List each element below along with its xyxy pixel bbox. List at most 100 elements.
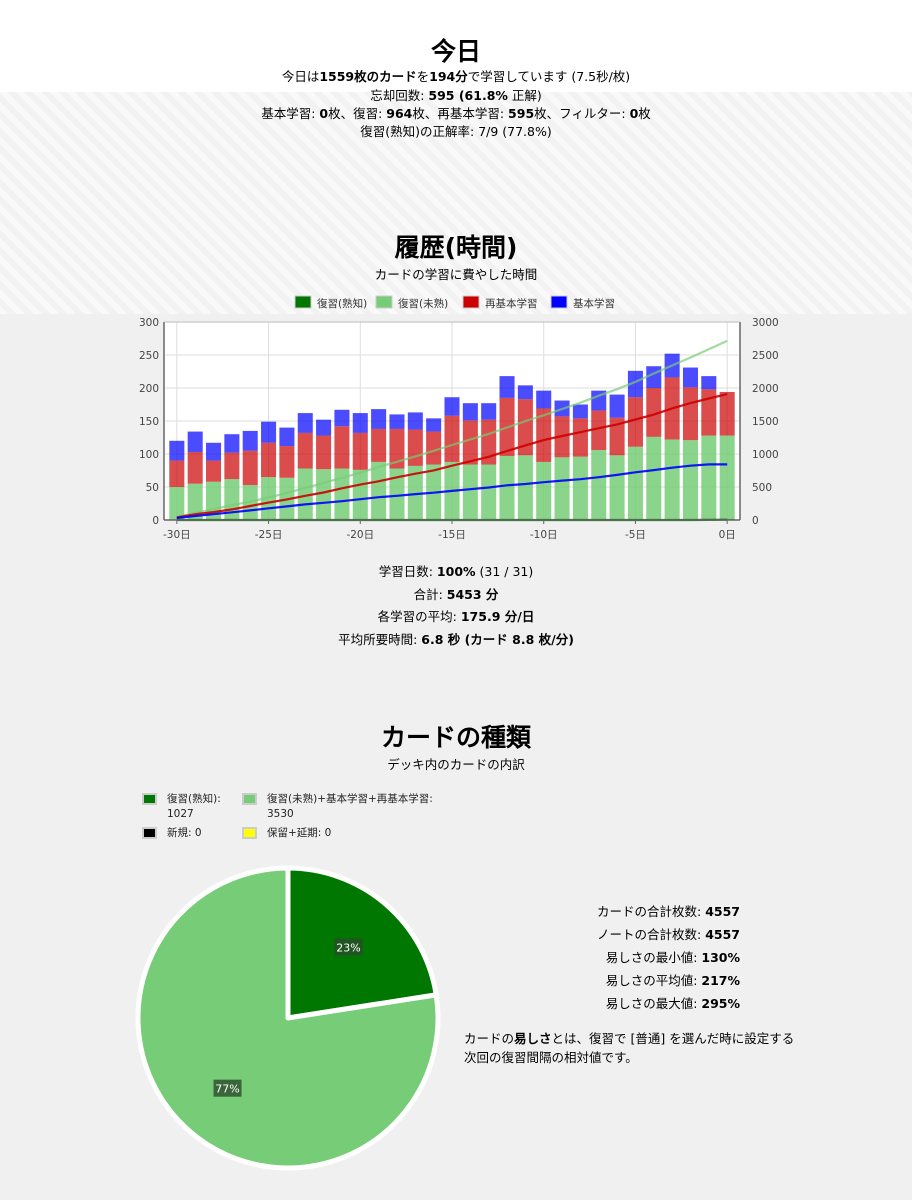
history-bar-3-20 bbox=[536, 390, 552, 409]
history-bar-2-17 bbox=[481, 419, 497, 465]
history-bar-2-0 bbox=[169, 460, 185, 487]
history-bars bbox=[169, 353, 735, 520]
history-bar-2-12 bbox=[389, 428, 405, 469]
history-bar-2-5 bbox=[261, 442, 277, 478]
history-subtitle: カードの学習に費やした時間 bbox=[374, 267, 538, 282]
history-bar-3-15 bbox=[444, 397, 460, 416]
history-bar-1-29 bbox=[701, 435, 717, 519]
history-axes: 0501001502002503000500100015002000250030… bbox=[139, 317, 779, 541]
history-bar-3-4 bbox=[242, 430, 258, 451]
history-legend-swatch-1 bbox=[375, 295, 393, 309]
history-bar-1-25 bbox=[627, 446, 643, 520]
card-stats: カードの合計枚数: 4557 ノートの合計枚数: 4557 易しさの最小値: 1… bbox=[560, 900, 740, 1015]
history-bar-2-22 bbox=[572, 418, 588, 457]
pie-legend-swatch-1 bbox=[242, 793, 257, 805]
history-bar-1-26 bbox=[646, 436, 662, 520]
pie-legend-label-3: 保留+延期: 0 bbox=[267, 827, 332, 839]
history-bar-1-24 bbox=[609, 455, 625, 520]
history-bar-1-16 bbox=[462, 464, 478, 520]
history-y2-tick-6: 3000 bbox=[752, 317, 779, 329]
history-bar-2-9 bbox=[334, 426, 350, 469]
history-y-tick-3: 150 bbox=[139, 416, 159, 428]
history-bar-2-16 bbox=[462, 420, 478, 465]
history-bar-2-23 bbox=[591, 410, 607, 451]
history-bar-1-8 bbox=[316, 469, 332, 520]
history-bar-1-0 bbox=[169, 487, 185, 520]
today-line-3: 基本学習: 0枚、復習: 964枚、再基本学習: 595枚、フィルター: 0枚 bbox=[261, 106, 651, 121]
history-bar-3-17 bbox=[481, 403, 497, 420]
history-stat-avg-time: 平均所要時間: 6.8 秒 (カード 8.8 枚/分) bbox=[338, 631, 574, 647]
history-x-tick-0: -30日 bbox=[163, 529, 191, 541]
history-legend-label-2: 再基本学習 bbox=[485, 297, 538, 310]
history-y2-tick-0: 0 bbox=[752, 515, 759, 527]
pie-legend-swatch-3 bbox=[242, 827, 257, 839]
history-x-tick-1: -25日 bbox=[255, 529, 283, 541]
history-bar-3-3 bbox=[224, 434, 240, 453]
history-bar-2-10 bbox=[352, 432, 368, 470]
history-bar-3-6 bbox=[279, 427, 295, 447]
history-bar-2-13 bbox=[407, 429, 423, 466]
history-bar-2-30 bbox=[719, 391, 735, 436]
history-stat-days: 学習日数: 100% (31 / 31) bbox=[378, 564, 534, 579]
history-bar-2-6 bbox=[279, 446, 295, 478]
history-bar-2-14 bbox=[426, 431, 442, 465]
history-bar-3-19 bbox=[517, 385, 533, 400]
history-bar-1-18 bbox=[499, 455, 515, 520]
history-x-tick-6: 0日 bbox=[719, 529, 736, 541]
history-bar-2-26 bbox=[646, 388, 662, 437]
history-x-tick-3: -15日 bbox=[438, 529, 466, 541]
today-line-2: 忘却回数: 595 (61.8% 正解) bbox=[370, 88, 542, 103]
history-bar-2-1 bbox=[187, 452, 203, 484]
history-title: 履歴(時間) bbox=[394, 233, 518, 262]
history-bar-3-28 bbox=[682, 367, 698, 388]
history-bar-3-5 bbox=[261, 421, 277, 443]
pie-legend-label-2: 新規: 0 bbox=[167, 827, 202, 839]
pie-legend-swatch-0 bbox=[142, 793, 157, 805]
history-bar-3-13 bbox=[407, 412, 423, 430]
history-bar-1-19 bbox=[517, 455, 533, 520]
pie-legend-swatch-2 bbox=[142, 827, 157, 839]
history-bar-1-30 bbox=[719, 435, 735, 519]
history-y-tick-4: 200 bbox=[139, 383, 159, 395]
history-stat-total: 合計: 5453 分 bbox=[413, 586, 499, 602]
history-y2-tick-1: 500 bbox=[752, 482, 772, 494]
history-bar-3-14 bbox=[426, 418, 442, 432]
history-bar-2-11 bbox=[371, 428, 387, 462]
history-bar-3-22 bbox=[572, 404, 588, 419]
history-bar-3-2 bbox=[206, 442, 222, 461]
history-y-tick-1: 50 bbox=[146, 482, 159, 494]
history-bar-2-7 bbox=[297, 432, 313, 469]
history-stats: 学習日数: 100% (31 / 31) 合計: 5453 分 各学習の平均: … bbox=[0, 561, 912, 651]
pie-slice-1 bbox=[135, 865, 441, 1171]
history-bar-1-1 bbox=[187, 483, 203, 520]
history-bar-3-9 bbox=[334, 409, 350, 427]
history-bar-1-21 bbox=[554, 457, 570, 520]
pie-label-bg-0 bbox=[334, 938, 363, 956]
card-stat-ease-max: 易しさの最大値: 295% bbox=[605, 996, 740, 1011]
history-bar-2-19 bbox=[517, 399, 533, 456]
history-cumulative-line-1 bbox=[176, 339, 728, 518]
history-bar-2-2 bbox=[206, 460, 222, 482]
history-bar-1-10 bbox=[352, 469, 368, 520]
history-x-tick-4: -10日 bbox=[530, 529, 558, 541]
card-stat-ease-avg: 易しさの平均値: 217% bbox=[605, 973, 740, 988]
history-bar-2-15 bbox=[444, 415, 460, 462]
history-bar-1-13 bbox=[407, 465, 423, 520]
history-cumulative-line-2 bbox=[176, 393, 728, 519]
history-bar-1-12 bbox=[389, 468, 405, 520]
card-types-pie-chart: 23% 77% bbox=[135, 865, 441, 1171]
card-stat-ease-min: 易しさの最小値: 130% bbox=[605, 950, 740, 965]
history-legend-label-3: 基本学習 bbox=[573, 297, 615, 310]
history-bar-2-4 bbox=[242, 450, 258, 486]
history-bar-1-7 bbox=[297, 468, 313, 520]
card-stat-total-notes: ノートの合計枚数: 4557 bbox=[597, 927, 740, 942]
history-bar-3-1 bbox=[187, 431, 203, 453]
history-bar-3-0 bbox=[169, 440, 185, 461]
pie-label-0: 23% bbox=[336, 941, 360, 954]
history-y-tick-6: 300 bbox=[139, 317, 159, 329]
history-y-tick-2: 100 bbox=[139, 449, 159, 461]
history-bar-3-10 bbox=[352, 413, 368, 433]
history-cumulative-line-3 bbox=[176, 463, 728, 520]
history-bar-2-28 bbox=[682, 387, 698, 441]
history-bar-3-25 bbox=[627, 370, 643, 398]
